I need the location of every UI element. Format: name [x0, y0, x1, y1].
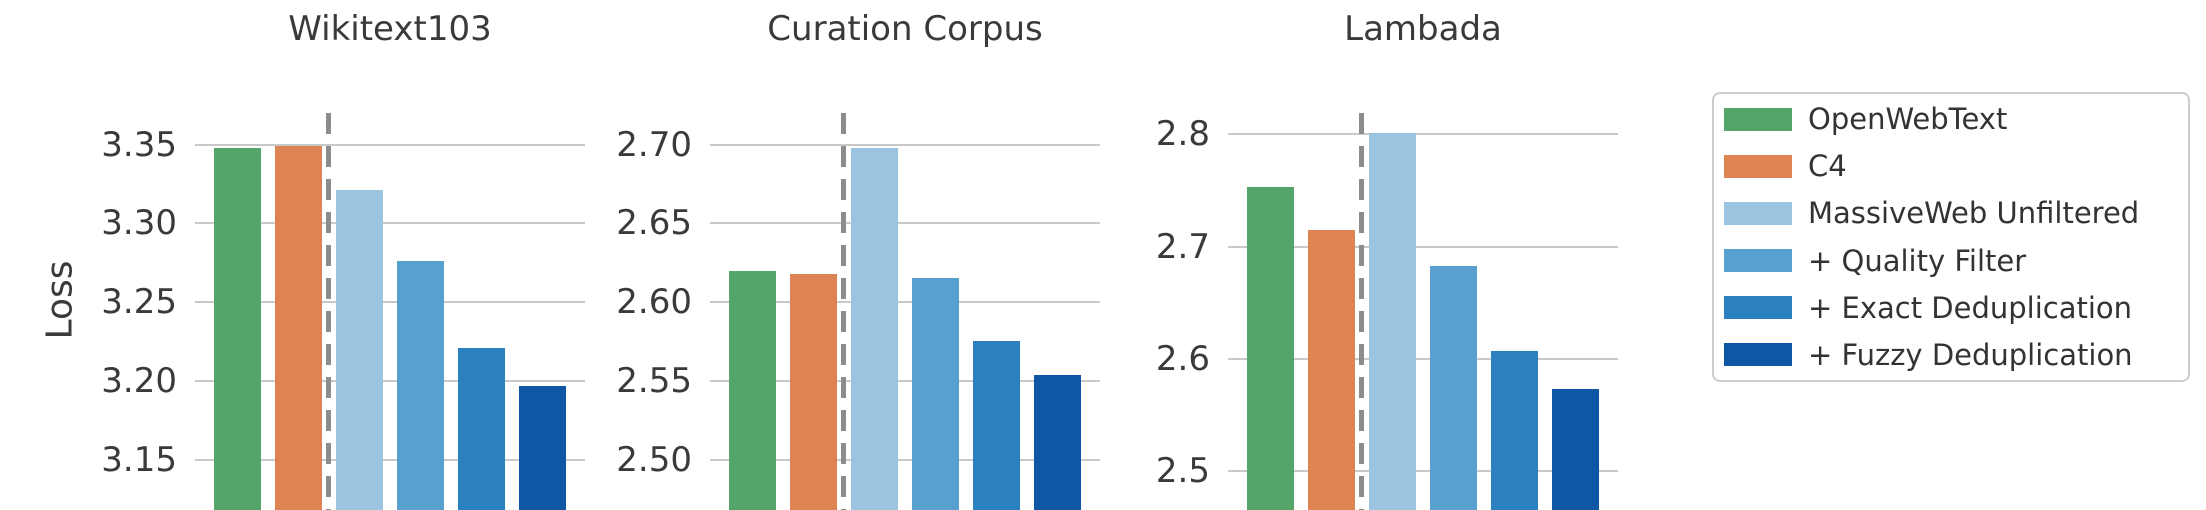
legend-label: MassiveWeb Unfiltered — [1808, 196, 2140, 231]
y-tick-label: 3.25 — [101, 282, 177, 322]
legend-swatch-icon — [1724, 154, 1792, 178]
legend-item: + Quality Filter — [1724, 244, 2188, 278]
baseline-separator-line — [326, 113, 332, 510]
y-tick-label: 3.15 — [101, 439, 177, 480]
legend: OpenWebText C4 MassiveWeb Unfiltered + Qual… — [1712, 92, 2190, 382]
y-tick-label: 2.6 — [1155, 338, 1210, 379]
legend-label: C4 — [1808, 149, 1847, 184]
gridline — [1228, 245, 1618, 248]
legend-swatch-icon — [1724, 343, 1792, 367]
baseline-separator-line — [1359, 113, 1365, 510]
y-tick-label: 2.60 — [616, 282, 692, 322]
gridline — [195, 458, 585, 461]
legend-swatch-icon — [1724, 107, 1792, 131]
bar — [274, 146, 322, 510]
bar — [214, 147, 261, 510]
bar — [789, 273, 837, 510]
legend-item: + Fuzzy Deduplication — [1724, 338, 2188, 372]
panel-plot-curation-corpus: 2.70 2.65 2.60 2.55 2.50 — [616, 113, 1100, 510]
y-tick-label: 2.55 — [616, 360, 692, 401]
bar — [729, 270, 776, 510]
bar — [335, 190, 383, 510]
y-tick-label: 3.30 — [101, 203, 177, 244]
gridline — [195, 301, 585, 303]
y-tick-label: 2.70 — [616, 124, 692, 165]
bar — [1490, 350, 1538, 510]
legend-item: + Exact Deduplication — [1724, 291, 2188, 325]
y-tick-label: 2.7 — [1155, 226, 1210, 267]
y-tick-label: 2.5 — [1155, 450, 1210, 491]
bar — [1033, 374, 1081, 510]
y-tick-label: 2.65 — [616, 203, 692, 244]
bar — [457, 347, 505, 510]
gridline — [1228, 357, 1618, 360]
baseline-separator-line — [841, 113, 847, 510]
gridline — [195, 143, 585, 146]
gridline — [710, 143, 1100, 146]
legend-item: C4 — [1724, 149, 2188, 183]
gridline — [710, 222, 1100, 225]
gridline — [1228, 133, 1618, 136]
panel-plot-lambada: 2.8 2.7 2.6 2.5 — [1156, 113, 1618, 510]
gridline — [195, 379, 585, 382]
bar — [911, 278, 959, 510]
legend-label: + Fuzzy Deduplication — [1808, 337, 2133, 372]
legend-label: + Exact Deduplication — [1808, 290, 2133, 325]
legend-swatch-icon — [1724, 201, 1792, 225]
panel-title-wikitext103: Wikitext103 — [288, 9, 492, 49]
y-tick-label: 3.20 — [101, 360, 177, 401]
bar — [1307, 229, 1355, 510]
panel-title-curation-corpus: Curation Corpus — [767, 9, 1043, 49]
bar — [518, 385, 566, 510]
bar — [1368, 133, 1416, 510]
gridline — [1228, 469, 1618, 472]
bar — [850, 147, 898, 510]
gridline — [710, 379, 1100, 382]
gridline — [195, 222, 585, 225]
bar — [1429, 265, 1477, 510]
bar — [972, 341, 1020, 510]
bar — [1551, 388, 1599, 510]
legend-swatch-icon — [1724, 296, 1792, 320]
legend-label: + Quality Filter — [1808, 243, 2027, 278]
y-tick-label: 3.35 — [101, 124, 177, 165]
bar — [1247, 187, 1294, 510]
legend-swatch-icon — [1724, 249, 1792, 273]
gridline — [710, 301, 1100, 303]
panel-title-lambada: Lambada — [1344, 9, 1502, 49]
legend-item: MassiveWeb Unfiltered — [1724, 196, 2188, 230]
y-tick-label: 2.8 — [1155, 114, 1210, 155]
gridline — [710, 458, 1100, 461]
bar — [396, 261, 444, 510]
panel-plot-wikitext103: 3.35 3.30 3.25 3.20 3.15 — [101, 113, 585, 510]
legend-item: OpenWebText — [1724, 102, 2188, 136]
y-tick-label: 2.50 — [616, 439, 692, 480]
legend-label: OpenWebText — [1808, 102, 2008, 136]
